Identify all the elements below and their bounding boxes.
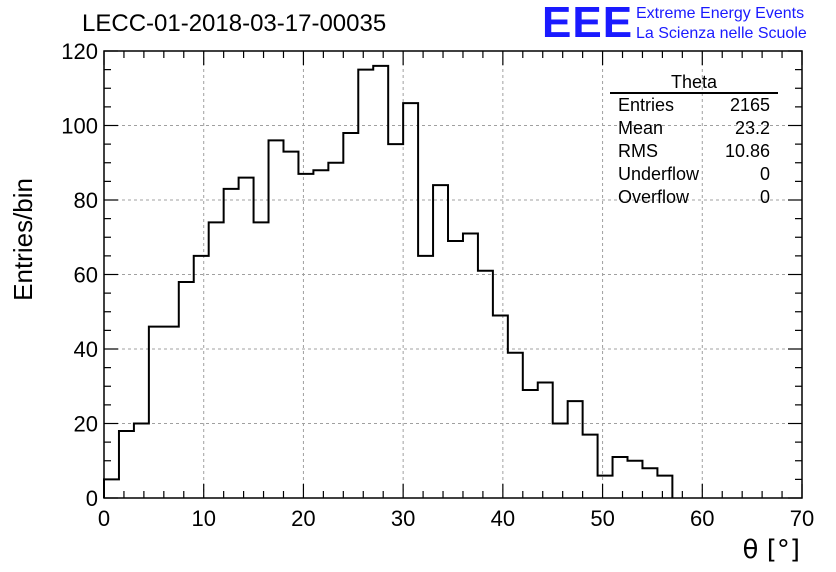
histogram-bin	[493, 315, 508, 498]
x-tick-label: 20	[291, 506, 315, 531]
histogram-bin	[373, 66, 388, 498]
stats-label: Underflow	[618, 164, 700, 184]
x-tick-label: 60	[690, 506, 714, 531]
stats-box: Theta Entries 2165 Mean 23.2 RMS 10.86 U…	[610, 72, 778, 209]
histogram-bin	[523, 390, 538, 498]
histogram-bin	[239, 178, 254, 498]
histogram-series	[103, 64, 674, 499]
histogram-bin	[508, 353, 523, 498]
histogram-bin	[448, 241, 463, 498]
histogram-bin	[433, 185, 448, 498]
y-tick-label: 40	[74, 337, 98, 362]
x-tick-label: 10	[191, 506, 215, 531]
x-tick-label: 0	[98, 506, 110, 531]
histogram-bin	[254, 222, 269, 498]
logo-caption-line-2: La Scienza nelle Scuole	[636, 25, 807, 42]
y-tick-label: 60	[74, 263, 98, 288]
histogram-bin	[104, 479, 119, 498]
histogram-bin	[179, 282, 194, 498]
logo-caption-line-1: Extreme Energy Events	[636, 5, 805, 22]
histogram-bin	[388, 144, 403, 498]
histogram-bin	[583, 435, 598, 498]
histogram-bin	[598, 476, 613, 498]
x-tick-label: 70	[790, 506, 814, 531]
x-tick-labels: 0 10 20 30 40 50 60 70	[98, 506, 814, 531]
y-axis-label: Entries/bin	[8, 178, 38, 301]
stats-value: 10.86	[724, 141, 770, 161]
y-tick-label: 80	[74, 188, 98, 213]
stats-row-underflow: Underflow 0	[610, 163, 778, 186]
histogram-bin	[269, 140, 284, 498]
stats-label: Overflow	[618, 187, 690, 207]
histogram-bin	[164, 327, 179, 498]
histogram-bin	[403, 103, 418, 498]
histogram-bin	[463, 234, 478, 498]
stats-title: Theta	[610, 72, 778, 94]
histogram-bin	[149, 327, 164, 498]
histogram-bin	[209, 222, 224, 498]
stats-value: 0	[759, 187, 770, 207]
stats-row-overflow: Overflow 0	[610, 186, 778, 209]
histogram-bin	[328, 163, 343, 498]
histogram-bin	[119, 431, 134, 498]
stats-label: RMS	[618, 141, 658, 161]
x-axis-label: θ [°]	[743, 535, 800, 565]
stats-row-entries: Entries 2165	[610, 94, 778, 117]
histogram-bin	[478, 271, 493, 498]
logo-caption: Extreme Energy Events La Scienza nelle S…	[636, 4, 807, 44]
stats-row-mean: Mean 23.2	[610, 117, 778, 140]
histogram-bin	[538, 383, 553, 498]
axis-ticks	[103, 50, 803, 499]
y-tick-label: 0	[86, 486, 98, 511]
histogram-bin	[642, 468, 657, 498]
histogram-bin	[418, 256, 433, 498]
histogram-bin	[298, 174, 313, 498]
histogram-outline	[103, 64, 674, 498]
histogram-bin	[313, 170, 328, 498]
x-tick-label: 50	[590, 506, 614, 531]
histogram-bin	[224, 189, 239, 498]
y-tick-label: 120	[61, 39, 98, 64]
y-tick-label: 20	[74, 412, 98, 437]
stats-row-rms: RMS 10.86	[610, 140, 778, 163]
y-tick-label: 100	[61, 114, 98, 139]
stats-value: 0	[759, 164, 770, 184]
histogram-bin	[613, 457, 628, 498]
chart-title: LECC-01-2018-03-17-00035	[82, 10, 387, 37]
x-tick-label: 40	[491, 506, 515, 531]
histogram-bin	[358, 70, 373, 498]
y-tick-labels: 0 20 40 60 80 100 120	[61, 39, 98, 511]
stats-value: 23.2	[734, 118, 770, 138]
eee-logo: EEE	[542, 0, 634, 47]
histogram-bin	[628, 461, 643, 498]
histogram-bin	[553, 424, 568, 499]
histogram-bin	[134, 424, 149, 499]
histogram-bin	[194, 256, 209, 498]
stats-label: Mean	[618, 118, 664, 138]
histogram-bin	[568, 401, 583, 498]
histogram-bin	[343, 133, 358, 498]
stats-label: Entries	[618, 95, 675, 115]
x-tick-label: 30	[391, 506, 415, 531]
histogram-bin	[657, 476, 672, 498]
histogram-bin	[283, 152, 298, 498]
stats-value: 2165	[729, 95, 770, 115]
